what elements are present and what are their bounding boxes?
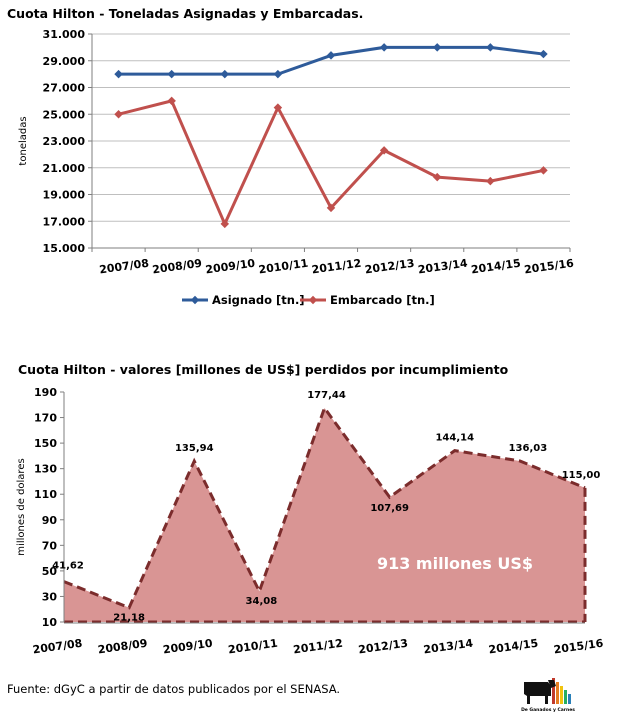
data-label: 177,44 — [307, 390, 346, 401]
y-axis-label: toneladas — [18, 116, 29, 165]
data-point — [220, 219, 230, 229]
data-point — [114, 69, 123, 79]
y-tick-label: 30 — [42, 590, 58, 603]
y-tick-label: 27.000 — [43, 82, 86, 95]
data-point — [273, 103, 283, 112]
cow-icon — [524, 680, 556, 704]
data-point — [167, 69, 176, 79]
y-tick-label: 19.000 — [43, 189, 86, 202]
legend-label: Embarcado [tn.] — [330, 293, 435, 307]
source-note: Fuente: dGyC a partir de datos publicado… — [7, 682, 341, 696]
y-tick-label: 170 — [34, 412, 57, 425]
area-outline — [63, 404, 586, 610]
data-point — [326, 51, 336, 60]
y-tick-label: 17.000 — [43, 215, 86, 228]
y-tick-label: 110 — [34, 488, 57, 501]
data-point — [114, 110, 123, 119]
data-point — [486, 176, 495, 186]
logo-graphic: De Ganados y Carnes — [521, 678, 575, 713]
legend-label: Asignado [tn.] — [212, 293, 305, 307]
x-tick-label: 2015/16 — [553, 637, 605, 657]
y-tick-label: 190 — [34, 386, 57, 399]
y-tick-label: 25.000 — [43, 108, 86, 121]
x-tick-label: 2014/15 — [488, 637, 539, 657]
y-tick-label: 130 — [34, 463, 57, 476]
y-tick-label: 90 — [42, 514, 58, 527]
area-fill — [64, 408, 585, 622]
data-point — [326, 203, 336, 213]
x-tick-label: 2008/09 — [97, 637, 148, 657]
chart1-title: Cuota Hilton - Toneladas Asignadas y Emb… — [7, 6, 364, 21]
y-tick-label: 50 — [42, 565, 58, 578]
chart1-svg: 15.000 17.000 19.000 21.000 23.000 25.000 27.0… — [18, 28, 575, 307]
data-label: 34,08 — [246, 596, 278, 607]
x-tick-label: 2007/08 — [32, 637, 83, 657]
x-tick-label: 2012/13 — [357, 637, 408, 657]
y-tick-label: 29.000 — [43, 55, 86, 68]
y-tick-label: 21.000 — [43, 162, 86, 175]
chart2-title: Cuota Hilton - valores [millones de US$]… — [18, 362, 509, 377]
data-label: 107,69 — [370, 503, 409, 514]
y-tick-label: 15.000 — [43, 242, 86, 255]
x-tick-label: 2013/14 — [423, 637, 475, 657]
y-tick-label: 31.000 — [43, 28, 86, 41]
data-point — [432, 43, 442, 52]
legend-marker — [308, 295, 318, 305]
total-annotation: 913 millones US$ — [377, 554, 533, 573]
x-tick-label: 2010/11 — [227, 637, 278, 657]
data-label: 135,94 — [175, 443, 214, 454]
data-point — [167, 96, 176, 106]
data-point — [220, 69, 230, 79]
data-point — [379, 146, 389, 155]
data-label: 41,62 — [52, 561, 84, 572]
data-label: 21,18 — [113, 613, 145, 624]
data-point — [432, 172, 442, 182]
data-point — [379, 43, 389, 52]
data-point — [273, 69, 283, 79]
y-tick-label: 70 — [42, 539, 58, 552]
logo-bars-icon — [552, 678, 571, 704]
data-label: 136,03 — [509, 443, 548, 454]
y-tick-label: 23.000 — [43, 135, 86, 148]
x-tick-label: 2011/12 — [292, 637, 343, 657]
data-point — [486, 43, 495, 52]
data-label: 115,00 — [562, 470, 601, 481]
x-tick-label: 2009/10 — [162, 637, 214, 657]
logo-text: De Ganados y Carnes — [521, 707, 575, 713]
data-label: 144,14 — [435, 433, 474, 444]
legend-marker — [190, 295, 200, 305]
y-tick-label: 150 — [34, 437, 57, 450]
y-tick-label: 10 — [42, 616, 58, 629]
y-axis-label: millones de dolares — [16, 458, 27, 555]
